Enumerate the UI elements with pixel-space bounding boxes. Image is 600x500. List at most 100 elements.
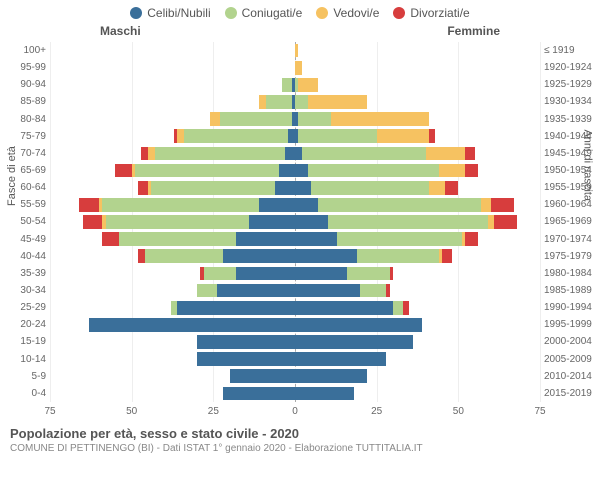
bar-segment: [155, 147, 286, 161]
age-row: 95-991920-1924: [50, 59, 540, 76]
bar-segment: [429, 129, 436, 143]
bar-segment: [295, 215, 328, 229]
age-row: 35-391980-1984: [50, 265, 540, 282]
x-tick: 0: [292, 406, 298, 417]
bar-segment: [298, 112, 331, 126]
birth-label: 2010-2014: [544, 371, 598, 382]
age-label: 50-54: [4, 216, 46, 227]
column-headers: Maschi Femmine: [0, 20, 600, 38]
chart-title: Popolazione per età, sesso e stato civil…: [10, 426, 590, 441]
bar-segment: [442, 249, 452, 263]
age-row: 85-891930-1934: [50, 93, 540, 110]
age-label: 95-99: [4, 62, 46, 73]
birth-label: 1930-1934: [544, 96, 598, 107]
age-row: 60-641955-1959: [50, 179, 540, 196]
bar-segment: [298, 129, 376, 143]
age-label: 80-84: [4, 114, 46, 125]
legend-swatch: [316, 7, 328, 19]
age-label: 100+: [4, 45, 46, 56]
bar-segment: [337, 232, 461, 246]
legend-swatch: [225, 7, 237, 19]
bar-segment: [403, 301, 410, 315]
age-label: 0-4: [4, 388, 46, 399]
age-label: 70-74: [4, 148, 46, 159]
birth-label: 1955-1959: [544, 182, 598, 193]
bar-segment: [360, 284, 386, 298]
bar-segment: [89, 318, 295, 332]
age-label: 55-59: [4, 199, 46, 210]
bar-segment: [79, 198, 99, 212]
bar-segment: [295, 198, 318, 212]
header-female: Femmine: [447, 24, 500, 38]
age-label: 60-64: [4, 182, 46, 193]
bar-segment: [236, 267, 295, 281]
x-axis: 7550250255075: [50, 404, 540, 420]
bar-segment: [184, 129, 289, 143]
bar-segment: [328, 215, 488, 229]
legend-swatch: [130, 7, 142, 19]
age-row: 80-841935-1939: [50, 111, 540, 128]
bar-segment: [465, 232, 478, 246]
age-row: 10-142005-2009: [50, 351, 540, 368]
bar-segment: [302, 147, 426, 161]
bar-segment: [279, 164, 295, 178]
bar-segment: [295, 301, 393, 315]
birth-label: 1985-1989: [544, 285, 598, 296]
bar-segment: [259, 198, 295, 212]
bar-segment: [119, 232, 237, 246]
bar-segment: [377, 129, 429, 143]
legend-item: Celibi/Nubili: [130, 6, 210, 20]
bar-segment: [295, 318, 422, 332]
bar-segment: [295, 352, 386, 366]
bar-segment: [357, 249, 439, 263]
birth-label: ≤ 1919: [544, 45, 598, 56]
bar-segment: [138, 181, 148, 195]
x-tick: 75: [44, 406, 55, 417]
age-row: 50-541965-1969: [50, 213, 540, 230]
age-label: 25-29: [4, 302, 46, 313]
bar-segment: [210, 112, 220, 126]
bar-segment: [266, 95, 292, 109]
legend-label: Celibi/Nubili: [147, 6, 210, 20]
birth-label: 1970-1974: [544, 234, 598, 245]
bar-segment: [295, 249, 357, 263]
pyramid-chart: Fasce di età Anni di nascita 100+≤ 19199…: [50, 42, 540, 420]
bar-segment: [295, 387, 354, 401]
bar-segment: [249, 215, 295, 229]
bar-segment: [426, 147, 465, 161]
birth-label: 1935-1939: [544, 114, 598, 125]
bar-segment: [318, 198, 481, 212]
age-row: 25-291990-1994: [50, 299, 540, 316]
bar-segment: [295, 267, 347, 281]
birth-label: 2015-2019: [544, 388, 598, 399]
birth-label: 1980-1984: [544, 268, 598, 279]
age-row: 70-741945-1949: [50, 145, 540, 162]
age-label: 5-9: [4, 371, 46, 382]
bar-segment: [445, 181, 458, 195]
bar-segment: [197, 284, 217, 298]
age-label: 15-19: [4, 336, 46, 347]
x-tick: 50: [453, 406, 464, 417]
birth-label: 1950-1954: [544, 165, 598, 176]
bar-segment: [275, 181, 295, 195]
bar-segment: [230, 369, 295, 383]
age-row: 40-441975-1979: [50, 248, 540, 265]
bar-segment: [393, 301, 403, 315]
bar-segment: [295, 61, 302, 75]
bar-segment: [308, 95, 367, 109]
bar-segment: [217, 284, 295, 298]
age-row: 0-42015-2019: [50, 385, 540, 402]
header-male: Maschi: [100, 24, 141, 38]
x-tick: 25: [208, 406, 219, 417]
bar-segment: [223, 387, 295, 401]
bar-segment: [282, 78, 292, 92]
age-row: 75-791940-1944: [50, 128, 540, 145]
bar-segment: [386, 284, 389, 298]
age-label: 45-49: [4, 234, 46, 245]
birth-label: 1965-1969: [544, 216, 598, 227]
age-label: 40-44: [4, 251, 46, 262]
legend-label: Vedovi/e: [333, 6, 379, 20]
age-label: 35-39: [4, 268, 46, 279]
age-row: 90-941925-1929: [50, 76, 540, 93]
bar-segment: [295, 232, 337, 246]
